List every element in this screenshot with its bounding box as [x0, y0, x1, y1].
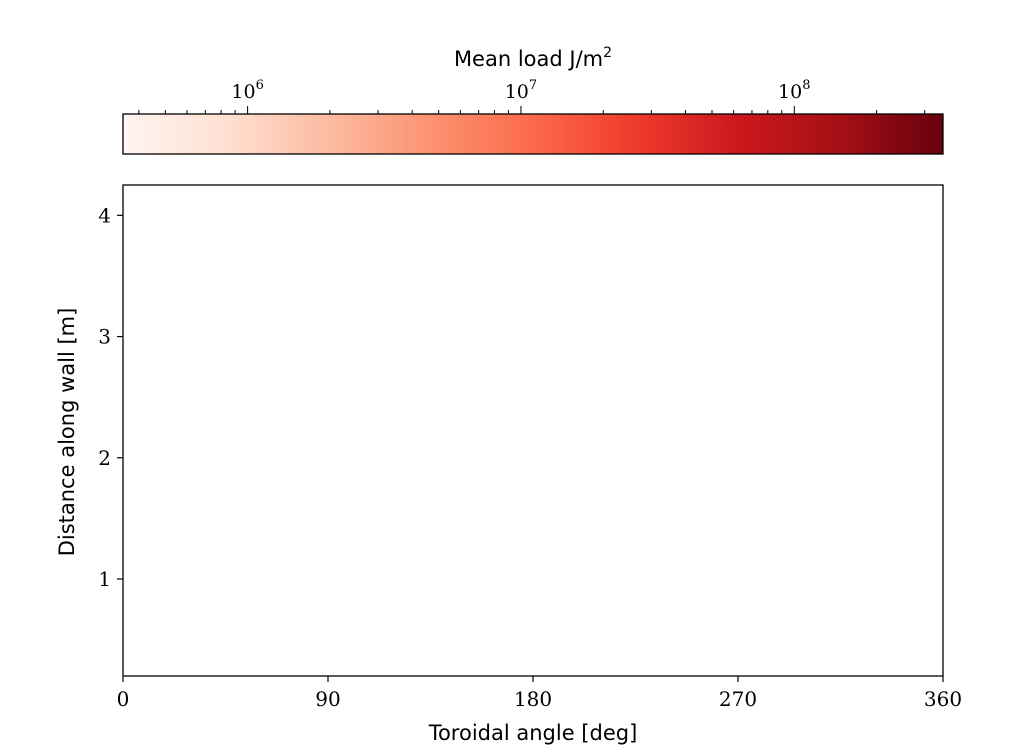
y-axis-label: Distance along wall [m]: [55, 308, 79, 557]
plot-frame: [122, 184, 944, 677]
y-tick-label: 1: [98, 567, 111, 591]
colorbar: Mean load J/m2 106 107 108: [122, 45, 944, 155]
plot-area: 0 90 180 270 360 1 2 3 4 Toroidal angle [deg] D…: [55, 184, 962, 745]
x-tick-label: 360: [924, 687, 962, 711]
colorbar-gradient: [122, 113, 944, 155]
colorbar-ticks: 106 107 108: [138, 78, 926, 114]
y-tick-label: 3: [98, 325, 111, 349]
x-axis-ticks: 0 90 180 270 360: [117, 676, 962, 711]
x-tick-label: 0: [117, 687, 130, 711]
x-axis-label: Toroidal angle [deg]: [428, 721, 638, 745]
colorbar-tick-label: 108: [778, 78, 810, 103]
colorbar-label: Mean load J/m2: [454, 45, 612, 71]
y-tick-label: 2: [98, 446, 111, 470]
x-tick-label: 270: [719, 687, 757, 711]
y-tick-label: 4: [98, 203, 111, 227]
colorbar-tick-label: 106: [231, 78, 263, 103]
x-tick-label: 180: [514, 687, 552, 711]
x-tick-label: 90: [315, 687, 340, 711]
colorbar-tick-label: 107: [505, 78, 537, 103]
y-axis-ticks: 1 2 3 4: [98, 203, 123, 591]
